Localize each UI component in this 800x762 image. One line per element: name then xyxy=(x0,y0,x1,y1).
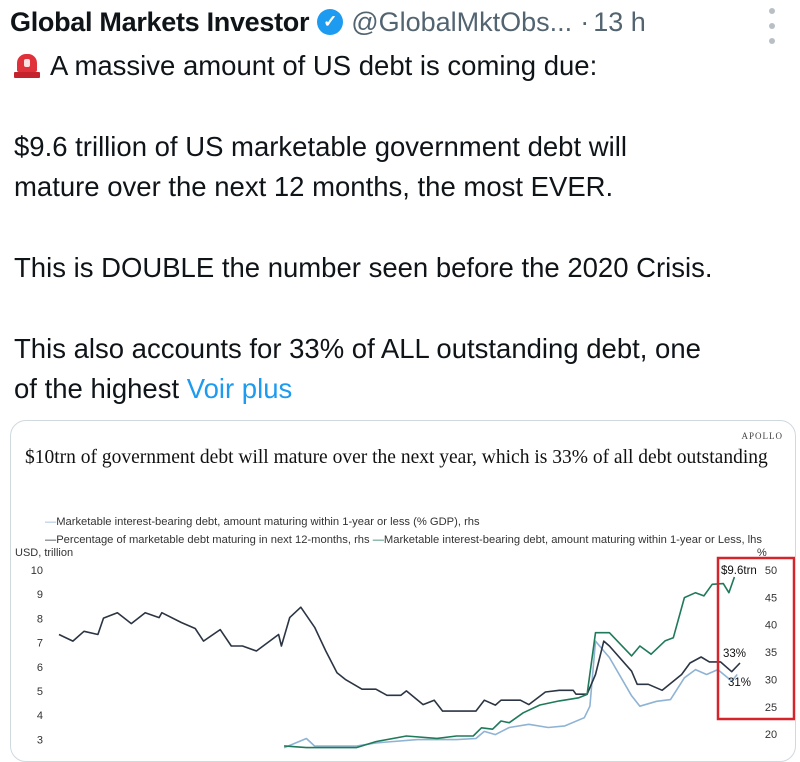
see-more-link[interactable]: Voir plus xyxy=(186,373,293,404)
author-name[interactable]: Global Markets Investor xyxy=(10,6,310,37)
right-tick-label: 30 xyxy=(765,674,777,686)
legend-item-gdp: —Marketable interest-bearing debt, amoun… xyxy=(45,516,480,528)
left-tick-label: 10 xyxy=(31,565,43,577)
left-tick-label: 3 xyxy=(37,734,43,746)
tweet-header: Global Markets Investor ✓ @GlobalMktObs.… xyxy=(10,4,646,40)
police-siren-icon xyxy=(14,54,40,78)
right-tick-label: 35 xyxy=(765,647,777,659)
series-line-1 xyxy=(58,606,741,712)
author-handle[interactable]: @GlobalMktObs... xyxy=(351,6,573,37)
right-tick-label: 20 xyxy=(765,729,777,741)
left-tick-label: 8 xyxy=(37,613,43,625)
timestamp[interactable]: 13 h xyxy=(593,6,646,37)
left-tick-label: 5 xyxy=(37,686,43,698)
left-tick-label: 9 xyxy=(37,589,43,601)
chart-image-card[interactable]: APOLLO $10trn of government debt will ma… xyxy=(10,420,796,762)
verified-badge-icon: ✓ xyxy=(317,9,344,35)
right-tick-label: 50 xyxy=(765,565,777,577)
right-tick-label: 45 xyxy=(765,592,777,604)
left-tick-label: 4 xyxy=(37,710,43,722)
legend-row-2: —Percentage of marketable debt maturing … xyxy=(45,534,762,546)
tweet-line: mature over the next 12 months, the most… xyxy=(14,171,614,202)
more-options-icon[interactable] xyxy=(764,8,780,44)
tweet-line: A massive amount of US debt is coming du… xyxy=(50,50,598,81)
right-axis-label: % xyxy=(757,547,767,559)
highlight-box xyxy=(716,556,795,721)
legend-item-usd: Marketable interest-bearing debt, amount… xyxy=(383,534,762,546)
left-tick-label: 7 xyxy=(37,638,43,650)
annotation-label: $9.6trn xyxy=(721,565,757,577)
legend-item-pct: Percentage of marketable debt maturing i… xyxy=(56,534,370,546)
tweet-line: $9.6 trillion of US marketable governmen… xyxy=(14,131,627,162)
right-tick-label: 40 xyxy=(765,620,777,632)
tweet-line: This is DOUBLE the number seen before th… xyxy=(14,252,713,283)
chart-title: $10trn of government debt will mature ov… xyxy=(25,447,768,468)
annotation-label: 31% xyxy=(728,677,751,689)
left-tick-label: 6 xyxy=(37,662,43,674)
apollo-logo: APOLLO xyxy=(741,431,783,441)
annotation-label: 33% xyxy=(723,648,746,660)
tweet-text: A massive amount of US debt is coming du… xyxy=(14,46,799,409)
right-tick-label: 25 xyxy=(765,702,777,714)
tweet-line: This also accounts for 33% of ALL outsta… xyxy=(14,333,701,364)
left-axis-label: USD, trillion xyxy=(15,547,74,559)
separator: · xyxy=(580,6,590,37)
series-line-2 xyxy=(284,576,736,749)
tweet-line: of the highest xyxy=(14,373,180,404)
chart-plot: 10 9 8 7 6 5 4 3 50 45 40 35 30 25 20 $9.6trn 33% 31% xyxy=(31,556,795,749)
series-line-0 xyxy=(283,640,738,749)
